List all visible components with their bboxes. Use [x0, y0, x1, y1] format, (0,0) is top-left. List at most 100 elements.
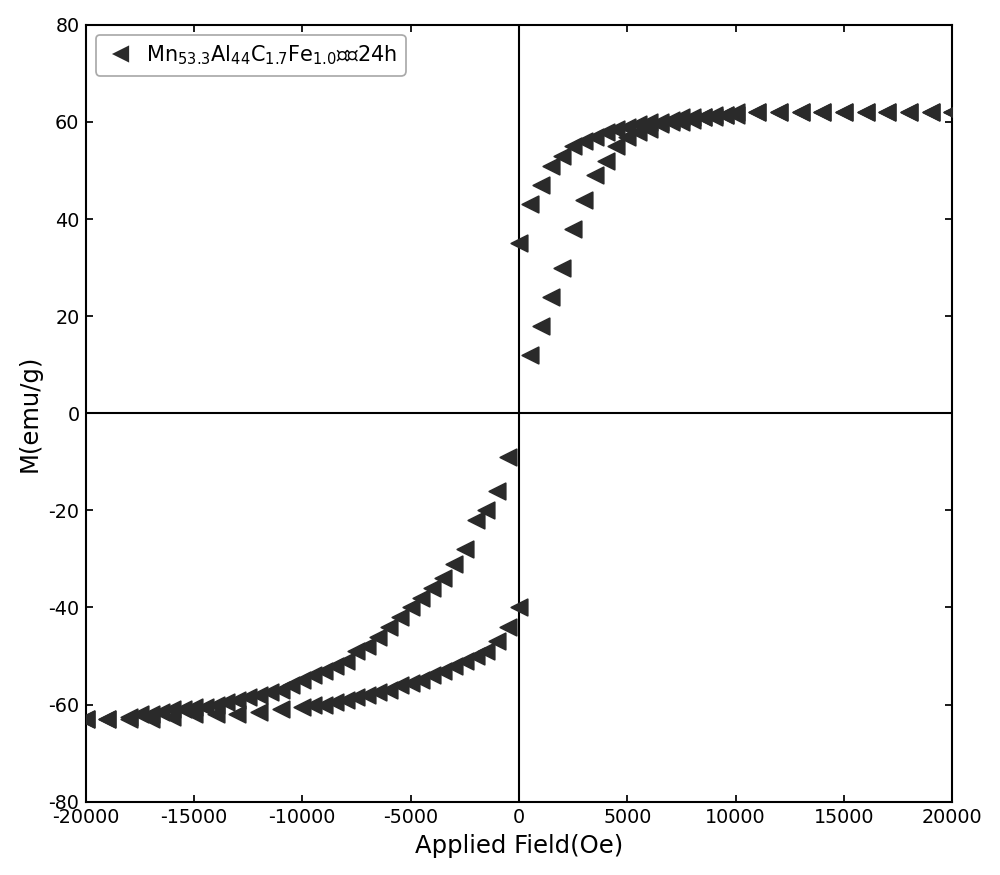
Point	[630, 124, 646, 138]
Point	[457, 654, 473, 668]
Point	[359, 688, 375, 702]
Point	[316, 663, 332, 677]
Point	[208, 697, 224, 711]
Point	[576, 192, 592, 206]
Point	[403, 676, 419, 690]
Point	[684, 113, 700, 127]
Point	[554, 261, 570, 275]
Point	[273, 703, 289, 717]
Point	[143, 707, 159, 721]
Point	[413, 673, 429, 687]
Point	[663, 115, 679, 129]
Point	[500, 620, 516, 634]
Point	[641, 123, 657, 136]
Point	[652, 115, 668, 129]
Point	[283, 678, 299, 692]
Point	[836, 105, 852, 119]
Point	[392, 610, 408, 624]
Point	[543, 290, 559, 304]
Point	[944, 105, 960, 119]
Point	[273, 683, 289, 697]
Point	[608, 139, 624, 153]
Point	[478, 503, 494, 517]
Point	[186, 700, 202, 714]
Point	[121, 710, 137, 724]
Point	[533, 178, 549, 192]
Point	[370, 629, 386, 643]
Point	[489, 634, 505, 648]
Point	[793, 105, 809, 119]
Point	[706, 108, 722, 122]
Point	[294, 673, 310, 687]
Point	[132, 707, 148, 721]
Point	[728, 108, 744, 122]
Point	[424, 668, 440, 682]
Point	[836, 105, 852, 119]
Point	[338, 654, 354, 668]
Point	[403, 600, 419, 614]
Point	[695, 110, 711, 124]
Point	[619, 130, 635, 144]
Point	[858, 105, 874, 119]
Point	[879, 105, 895, 119]
Point	[522, 348, 538, 362]
Point	[218, 695, 234, 709]
Point	[923, 105, 939, 119]
Point	[143, 712, 159, 726]
Point	[858, 105, 874, 119]
Point	[78, 712, 94, 726]
Point	[749, 105, 765, 119]
Point	[749, 105, 765, 119]
Point	[186, 707, 202, 721]
Point	[348, 644, 364, 658]
Point	[208, 707, 224, 721]
Point	[771, 105, 787, 119]
Point	[197, 700, 213, 714]
Point	[619, 120, 635, 134]
Point	[489, 484, 505, 498]
Point	[457, 542, 473, 556]
Point	[587, 168, 603, 182]
Point	[392, 678, 408, 692]
Point	[251, 704, 267, 718]
Point	[229, 707, 245, 721]
Point	[598, 154, 614, 168]
Point	[359, 640, 375, 654]
Point	[717, 108, 733, 122]
Point	[294, 700, 310, 714]
Point	[99, 712, 115, 726]
Point	[435, 663, 451, 677]
Point	[327, 659, 343, 673]
Point	[587, 130, 603, 144]
Point	[500, 450, 516, 464]
Point	[533, 318, 549, 332]
Point	[684, 110, 700, 124]
Legend: $\mathrm{Mn}_{53.3}\mathrm{Al}_{44}\mathrm{C}_{1.7}\mathrm{Fe}_{1.0}$球磨24h: $\mathrm{Mn}_{53.3}\mathrm{Al}_{44}\math…	[96, 35, 406, 75]
Point	[814, 105, 830, 119]
Point	[923, 105, 939, 119]
Point	[468, 649, 484, 663]
Point	[435, 571, 451, 585]
Point	[522, 198, 538, 212]
Point	[327, 695, 343, 709]
Point	[381, 683, 397, 697]
Point	[164, 703, 180, 717]
Point	[879, 105, 895, 119]
Point	[673, 110, 689, 124]
Point	[511, 236, 527, 250]
Point	[663, 113, 679, 127]
Point	[164, 710, 180, 724]
Point	[793, 105, 809, 119]
Point	[728, 105, 744, 119]
Point	[478, 644, 494, 658]
Point	[576, 135, 592, 149]
Point	[673, 115, 689, 129]
Point	[413, 591, 429, 605]
Point	[121, 712, 137, 726]
Point	[338, 693, 354, 707]
Point	[771, 105, 787, 119]
Point	[717, 108, 733, 122]
Point	[446, 659, 462, 673]
Point	[305, 697, 321, 711]
Point	[608, 123, 624, 136]
